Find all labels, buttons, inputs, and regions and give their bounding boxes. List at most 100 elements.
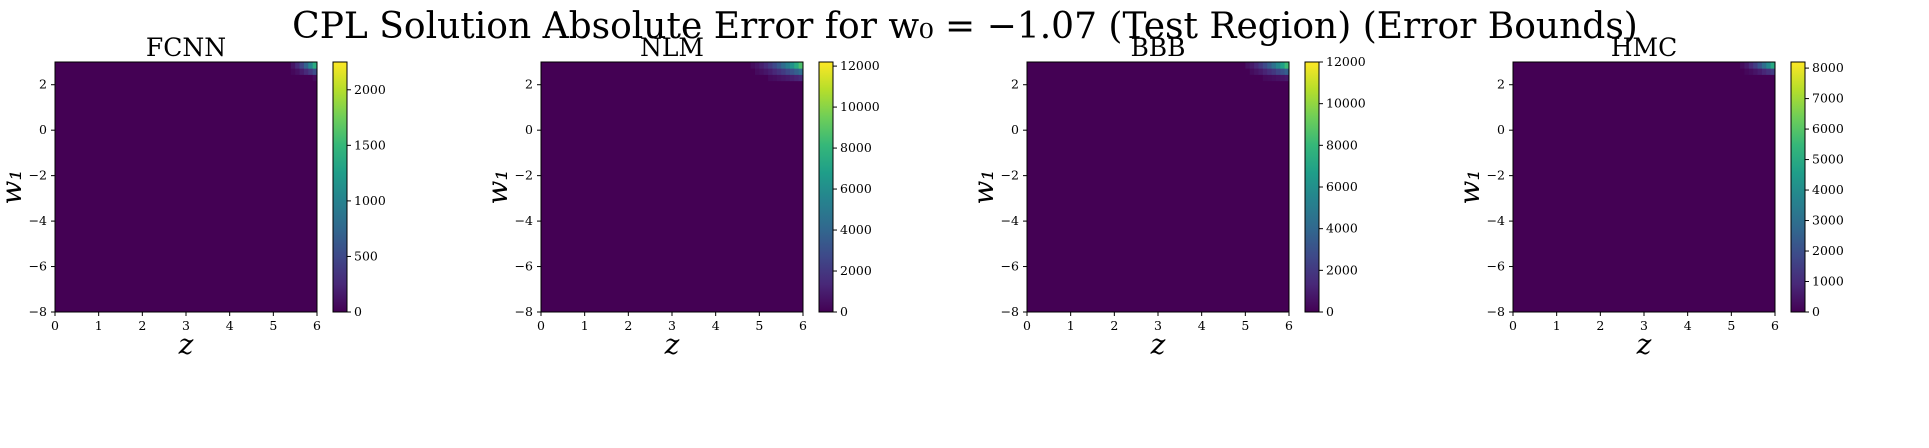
y-tick-label: −4 bbox=[515, 213, 533, 228]
x-tick-label: 3 bbox=[1640, 318, 1648, 333]
panel-title: HMC bbox=[1611, 33, 1678, 62]
colorbar-tick-label: 4000 bbox=[840, 222, 872, 237]
colorbar-tick-label: 6000 bbox=[1812, 121, 1844, 136]
heatmap-cell bbox=[312, 62, 318, 69]
x-axis-label: z bbox=[1636, 328, 1652, 361]
panel-title: BBB bbox=[1130, 33, 1185, 62]
colorbar-tick-label: 4000 bbox=[1812, 182, 1844, 197]
x-tick-label: 2 bbox=[1596, 318, 1604, 333]
y-tick-label: 0 bbox=[39, 122, 47, 137]
y-tick-label: −2 bbox=[1487, 168, 1505, 183]
heatmap-cell bbox=[1267, 62, 1272, 69]
y-axis-label: w₁ bbox=[481, 169, 514, 204]
x-axis-label: z bbox=[178, 328, 194, 361]
heatmap-cell bbox=[1249, 68, 1255, 75]
heatmap-cell bbox=[1766, 68, 1772, 75]
heatmap-cell bbox=[794, 68, 800, 75]
colorbar-tick-label: 8000 bbox=[1812, 60, 1844, 75]
y-axis-label: w₁ bbox=[0, 169, 28, 204]
colorbar bbox=[332, 61, 348, 313]
x-tick-label: 4 bbox=[226, 318, 234, 333]
heatmap-cell bbox=[763, 62, 769, 69]
heatmap-cell bbox=[1254, 68, 1259, 75]
x-tick-label: 1 bbox=[1553, 318, 1561, 333]
heatmap-cell bbox=[768, 68, 773, 75]
heatmap-field bbox=[1027, 62, 1289, 312]
x-tick-label: 6 bbox=[799, 318, 807, 333]
y-tick-label: −6 bbox=[515, 259, 533, 274]
x-tick-label: 4 bbox=[712, 318, 720, 333]
heatmap-cell bbox=[1245, 62, 1251, 69]
x-tick-label: 2 bbox=[624, 318, 632, 333]
y-tick-label: −8 bbox=[515, 304, 533, 319]
colorbar-tick-label: 500 bbox=[354, 248, 378, 263]
heatmap-cell bbox=[1770, 68, 1776, 75]
colorbar-tick-label: 0 bbox=[354, 304, 362, 319]
y-tick-label: 0 bbox=[1497, 122, 1505, 137]
colorbar-tick-label: 6000 bbox=[840, 181, 872, 196]
heatmap-field bbox=[1513, 62, 1775, 312]
colorbar-tick-label: 2000 bbox=[840, 263, 872, 278]
heatmap-cell bbox=[1753, 62, 1758, 69]
y-tick-label: −8 bbox=[1001, 304, 1019, 319]
heatmap-cell bbox=[1284, 68, 1290, 75]
heatmap-cell bbox=[1267, 68, 1272, 75]
heatmap-cell bbox=[1254, 62, 1259, 69]
figure-title: CPL Solution Absolute Error for w₀ = −1.… bbox=[292, 6, 1638, 47]
colorbar bbox=[818, 61, 834, 313]
x-tick-label: 2 bbox=[1110, 318, 1118, 333]
heatmap-cell bbox=[1275, 68, 1281, 75]
x-tick-label: 4 bbox=[1684, 318, 1692, 333]
y-tick-label: 2 bbox=[1497, 77, 1505, 92]
heatmap-cell bbox=[772, 68, 778, 75]
y-axis-label: w₁ bbox=[1453, 169, 1486, 204]
colorbar-tick-label: 0 bbox=[840, 304, 848, 319]
colorbar-tick-label: 2000 bbox=[1326, 262, 1358, 277]
heatmap-hotspot bbox=[750, 62, 804, 82]
panel-hmc: HMC 0 1 2 3 4 5 6 −8 −6 −4 −2 0 2 z w₁ 0 1000 2000 3000 4000… bbox=[1453, 33, 1844, 361]
heatmap-cell bbox=[776, 74, 782, 82]
colorbar-tick-label: 10000 bbox=[1326, 96, 1366, 111]
colorbar-tick-label: 6000 bbox=[1326, 179, 1358, 194]
x-tick-label: 1 bbox=[581, 318, 589, 333]
heatmap-cell bbox=[312, 68, 318, 75]
heatmap-cell bbox=[1744, 68, 1750, 75]
heatmap-cell bbox=[1753, 68, 1758, 75]
colorbar-tick-label: 7000 bbox=[1812, 91, 1844, 106]
y-tick-label: −4 bbox=[29, 213, 47, 228]
colorbar-tick-label: 12000 bbox=[1326, 54, 1366, 69]
heatmap-cell bbox=[1249, 62, 1255, 69]
heatmap-cell bbox=[781, 68, 786, 75]
y-tick-label: 0 bbox=[1011, 122, 1019, 137]
heatmap-cell bbox=[1757, 68, 1763, 75]
x-axis-label: z bbox=[1150, 328, 1166, 361]
heatmap-cell bbox=[1766, 62, 1772, 69]
heatmap-cell bbox=[754, 68, 760, 75]
x-tick-label: 0 bbox=[1023, 318, 1031, 333]
heatmap-cell bbox=[303, 62, 309, 69]
heatmap-cell bbox=[763, 68, 769, 75]
x-axis-label: z bbox=[664, 328, 680, 361]
y-axis-label: w₁ bbox=[967, 169, 1000, 204]
heatmap-hotspot bbox=[1245, 62, 1290, 82]
y-tick-label: −8 bbox=[1487, 304, 1505, 319]
heatmap-cell bbox=[785, 68, 791, 75]
heatmap-hotspot bbox=[1740, 62, 1776, 75]
heatmap-hotspot bbox=[290, 62, 318, 82]
heatmap-cell bbox=[295, 62, 300, 69]
heatmap-cell bbox=[1258, 68, 1264, 75]
heatmap-cell bbox=[299, 62, 305, 69]
heatmap-cell bbox=[789, 74, 795, 82]
colorbar bbox=[1790, 61, 1806, 313]
heatmap-field bbox=[55, 62, 317, 312]
heatmap-cell bbox=[798, 68, 804, 75]
heatmap-cell bbox=[776, 68, 782, 75]
heatmap-cell bbox=[1284, 74, 1290, 82]
heatmap-cell bbox=[772, 74, 778, 82]
y-tick-label: −2 bbox=[1001, 168, 1019, 183]
panel-nlm: NLM 0 1 2 3 4 5 6 −8 −6 −4 −2 0 2 z w₁ 0 2000 4000 6000 8000… bbox=[481, 33, 880, 361]
colorbar-tick-label: 12000 bbox=[840, 58, 880, 73]
colorbar-tick-label: 4000 bbox=[1326, 221, 1358, 236]
panel-title: NLM bbox=[640, 33, 704, 62]
